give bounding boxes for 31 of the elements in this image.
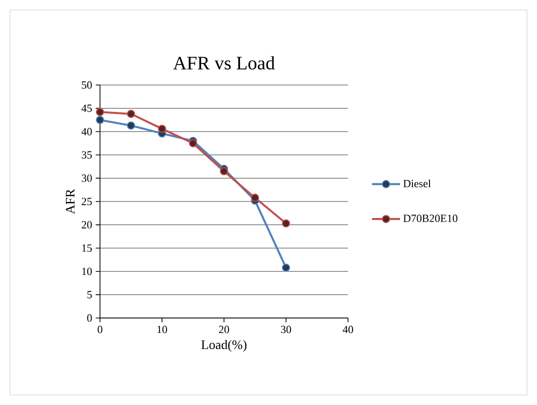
point [282,219,290,228]
y-tick-label: 50 [82,81,92,89]
y-tick-label: 0 [87,314,92,322]
y-tick-label: 40 [81,128,92,136]
x-tick-label: 10 [157,326,168,334]
point [282,264,290,272]
y-tick-label: 25 [82,198,92,206]
x-tick-label: 30 [281,326,292,334]
y-axis-title: AFR [66,188,74,214]
y-tick-label: 45 [81,104,92,112]
point [220,167,228,176]
x-tick-label: 40 [342,326,354,334]
x-axis-title: Load(%) [201,340,246,352]
point [188,139,198,148]
legend-label: D70B20E10 [403,214,458,222]
y-tick-label: 15 [82,244,92,252]
y-tick-label: 5 [87,291,92,298]
chart-title: AFR vs Load [173,56,275,70]
point [96,116,104,124]
y-tick-label: 20 [82,221,92,228]
y-tick-label: 10 [82,268,92,276]
point [126,121,136,130]
y-tick-label: 30 [82,174,92,182]
legend-label: Diesel [403,180,431,188]
point [96,108,104,116]
point [250,194,260,202]
y-tick-label: 35 [82,151,92,159]
x-tick-label: 0 [98,326,102,334]
point [158,124,166,133]
x-tick-label: 20 [219,326,230,334]
point [126,110,136,118]
